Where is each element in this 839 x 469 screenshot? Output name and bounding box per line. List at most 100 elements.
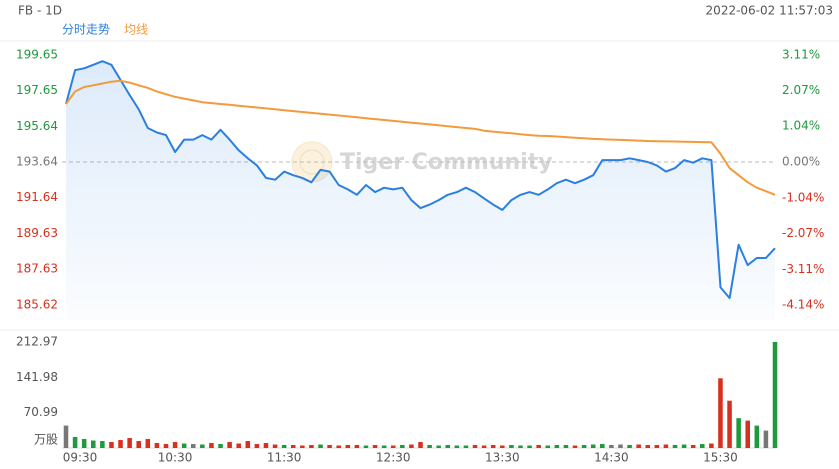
volume-bar (200, 444, 205, 448)
volume-bar (654, 445, 660, 448)
price-area (66, 61, 775, 320)
volume-tick-label: 70.99 (24, 405, 58, 419)
volume-bar (209, 443, 214, 448)
volume-bar (72, 437, 78, 448)
volume-bar (345, 445, 351, 448)
volume-bar (745, 420, 751, 448)
y-tick-label: 197.65 (16, 83, 58, 97)
volume-bar (718, 378, 723, 448)
volume-bar (772, 342, 778, 448)
volume-bar (554, 445, 560, 448)
volume-bar (536, 445, 541, 448)
y-tick-label: 187.63 (16, 262, 58, 276)
volume-bar (127, 438, 132, 448)
volume-bar (381, 445, 387, 448)
x-tick-label: 10:30 (158, 451, 193, 465)
volume-bar (254, 444, 260, 448)
volume-bar (418, 442, 423, 448)
series-line (65, 79, 776, 196)
volume-bar (318, 444, 323, 448)
legend-entry: 分时走势 (62, 23, 110, 37)
volume-bar (445, 445, 451, 448)
volume-bar (518, 445, 523, 448)
volume-bar (327, 445, 332, 448)
chart-title: FB - 1D (18, 4, 62, 18)
volume-bar (754, 425, 760, 448)
volume-bar (645, 445, 651, 448)
volume-bar (118, 440, 123, 448)
volume-bar (245, 441, 251, 448)
volume-bar (336, 445, 341, 448)
volume-bar (736, 418, 741, 448)
volume-bar (663, 444, 669, 448)
volume-bar (436, 445, 441, 448)
volume-bar (609, 445, 614, 448)
volume-bar (190, 444, 196, 448)
volume-bar (563, 445, 569, 448)
volume-bar (618, 444, 623, 448)
volume-bar (154, 443, 160, 448)
volume-bar (300, 445, 305, 448)
volume-bar (472, 445, 478, 448)
volume-bar (263, 443, 269, 448)
x-tick-label: 09:30 (63, 451, 98, 465)
volume-bar (481, 445, 487, 448)
volume-bar (309, 445, 314, 448)
volume-bar (709, 443, 714, 448)
y2-tick-label: 1.04% (782, 119, 820, 133)
volume-bar (700, 444, 705, 448)
volume-bar (509, 445, 514, 448)
volume-bar (290, 445, 296, 448)
volume-bar (354, 445, 360, 448)
volume-bar (409, 444, 414, 448)
y2-tick-label: 0.00% (782, 155, 820, 169)
volume-bar (236, 443, 241, 448)
volume-bar (454, 445, 460, 448)
volume-bar (172, 442, 178, 448)
volume-bar (672, 445, 678, 448)
y-tick-label: 189.63 (16, 226, 58, 240)
volume-bar (500, 445, 505, 448)
y-tick-label: 191.64 (16, 190, 58, 204)
y2-tick-label: -3.11% (782, 262, 824, 276)
legend-entry: 均线 (124, 23, 148, 37)
y-tick-label: 193.64 (16, 155, 58, 169)
volume-bar (100, 441, 105, 448)
y-tick-label: 195.64 (16, 119, 58, 133)
volume-bar (463, 445, 469, 448)
volume-bar (545, 445, 551, 448)
volume-unit: 万股 (34, 433, 58, 447)
volume-bar (136, 441, 141, 448)
volume-bar (581, 445, 587, 448)
volume-bar (681, 444, 687, 448)
x-tick-label: 13:30 (485, 451, 520, 465)
volume-bar (372, 445, 378, 448)
volume-bar (181, 443, 187, 448)
volume-bar (627, 445, 632, 448)
x-tick-label: 14:30 (594, 451, 629, 465)
series-line (65, 60, 776, 300)
volume-bar (81, 439, 87, 448)
volume-bar (400, 445, 405, 448)
volume-bar (690, 445, 696, 448)
volume-bar (227, 442, 232, 448)
volume-bar (527, 445, 532, 448)
x-tick-label: 12:30 (376, 451, 411, 465)
volume-bar (590, 444, 596, 448)
volume-bar (63, 425, 69, 448)
volume-bar (163, 444, 169, 448)
volume-bar (427, 445, 432, 448)
y2-tick-label: -4.14% (782, 297, 824, 311)
volume-bar (218, 444, 223, 448)
y-tick-label: 199.65 (16, 47, 58, 61)
volume-bar (727, 400, 732, 448)
volume-bar (281, 445, 287, 448)
y2-tick-label: 2.07% (782, 83, 820, 97)
x-tick-label: 11:30 (267, 451, 302, 465)
volume-bar (490, 445, 496, 448)
volume-bar (90, 440, 96, 448)
volume-tick-label: 141.98 (16, 370, 58, 384)
volume-bar (763, 430, 769, 448)
volume-bar (572, 445, 578, 448)
volume-tick-label: 212.97 (16, 335, 58, 349)
